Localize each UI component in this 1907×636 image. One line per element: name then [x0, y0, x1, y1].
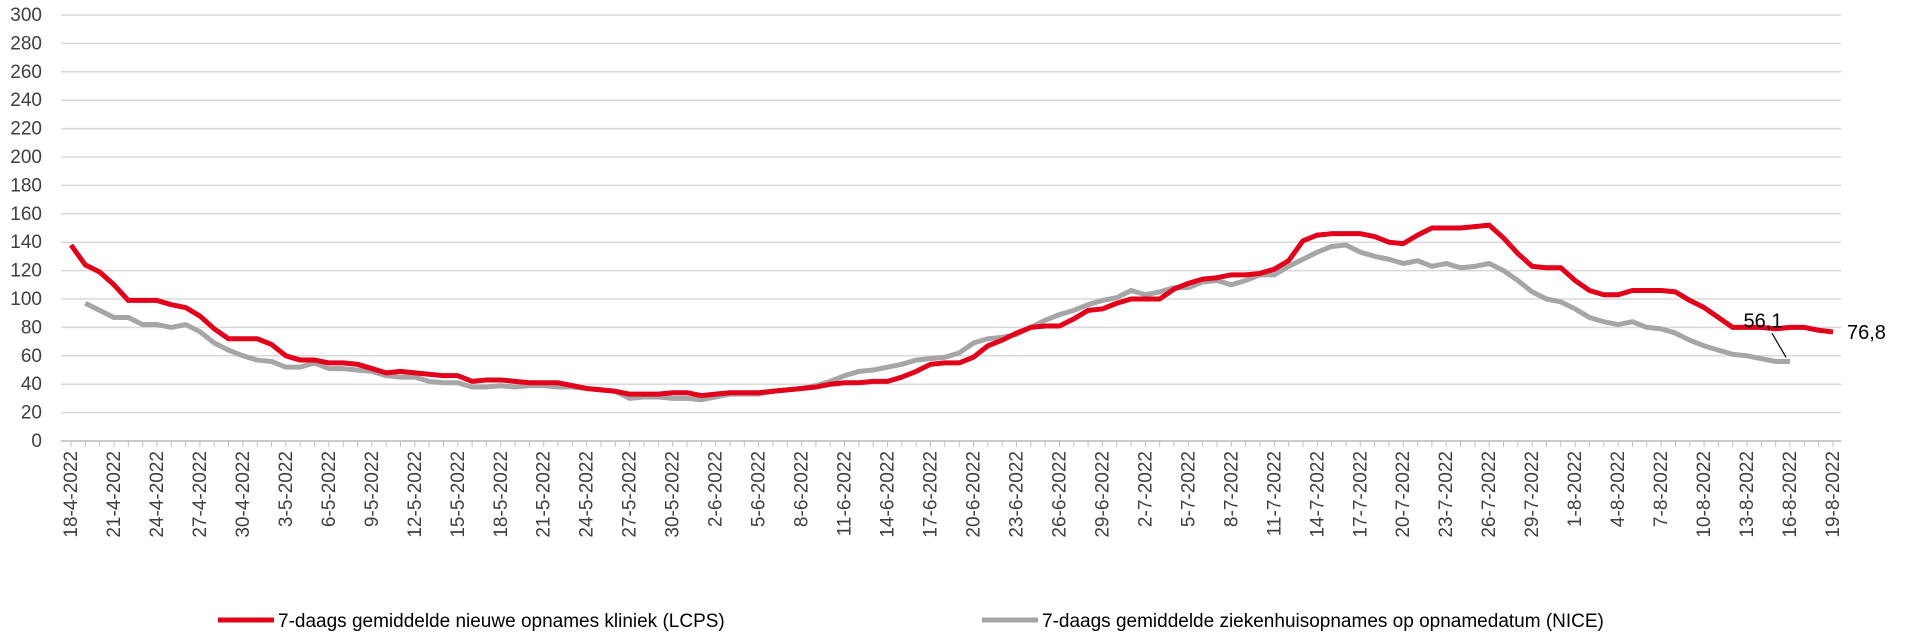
x-tick-label: 9-5-2022: [362, 451, 383, 527]
x-tick-label: 10-8-2022: [1694, 451, 1715, 538]
x-tick-label: 5-7-2022: [1178, 451, 1199, 527]
x-tick-label: 8-7-2022: [1221, 451, 1242, 527]
y-tick-label: 260: [10, 62, 42, 83]
x-tick-label: 8-6-2022: [792, 451, 813, 527]
x-tick-label: 18-4-2022: [61, 451, 82, 538]
y-tick-label: 200: [10, 147, 42, 168]
legend-label: 7-daags gemiddelde ziekenhuisopnames op …: [1042, 611, 1604, 632]
y-tick-label: 240: [10, 90, 42, 111]
y-tick-label: 220: [10, 119, 42, 140]
x-tick-label: 27-4-2022: [190, 451, 211, 538]
x-tick-label: 23-7-2022: [1436, 451, 1457, 538]
series-line: [68, 222, 1834, 399]
y-tick-label: 300: [10, 5, 42, 26]
y-tick-label: 120: [10, 261, 42, 282]
y-tick-label: 180: [10, 175, 42, 196]
x-tick-label: 19-8-2022: [1823, 451, 1844, 538]
x-tick-label: 14-7-2022: [1307, 451, 1328, 538]
x-tick-label: 21-4-2022: [104, 451, 125, 538]
x-tick-label: 30-5-2022: [663, 451, 684, 538]
x-tick-label: 15-5-2022: [448, 451, 469, 538]
x-tick-label: 6-5-2022: [319, 451, 340, 527]
x-tick-label: 11-7-2022: [1264, 451, 1285, 536]
x-tick-label: 17-7-2022: [1350, 451, 1371, 538]
y-tick-label: 280: [10, 33, 42, 54]
x-tick-label: 23-6-2022: [1006, 451, 1027, 538]
y-tick-label: 40: [21, 374, 42, 395]
x-tick-label: 11-6-2022: [835, 451, 856, 536]
y-tick-label: 80: [21, 317, 42, 338]
y-tick-label: 20: [21, 403, 42, 424]
y-tick-label: 0: [31, 431, 42, 452]
x-tick-label: 18-5-2022: [491, 451, 512, 538]
x-tick-label: 20-7-2022: [1393, 451, 1414, 538]
x-tick-label: 27-5-2022: [620, 451, 641, 538]
legend-label: 7-daags gemiddelde nieuwe opnames klinie…: [278, 611, 725, 632]
x-tick-label: 2-6-2022: [706, 451, 727, 527]
x-tick-label: 5-6-2022: [749, 451, 770, 527]
y-tick-label: 100: [10, 289, 42, 310]
x-tick-label: 24-4-2022: [147, 451, 168, 538]
x-tick-label: 13-8-2022: [1737, 451, 1758, 538]
x-tick-label: 26-6-2022: [1049, 451, 1070, 538]
x-tick-label: 29-7-2022: [1522, 451, 1543, 538]
x-tick-label: 20-6-2022: [963, 451, 984, 538]
y-tick-label: 60: [21, 346, 42, 367]
y-tick-label: 140: [10, 232, 42, 253]
series-line: [84, 242, 1791, 403]
value-label: 56,1: [1744, 310, 1783, 332]
x-tick-label: 14-6-2022: [878, 451, 899, 538]
x-tick-label: 3-5-2022: [276, 451, 297, 527]
value-label: 76,8: [1847, 322, 1886, 344]
x-tick-label: 26-7-2022: [1479, 451, 1500, 538]
x-tick-label: 29-6-2022: [1092, 451, 1113, 538]
leader-line: [1771, 333, 1787, 358]
x-tick-label: 16-8-2022: [1780, 451, 1801, 538]
x-tick-label: 12-5-2022: [405, 451, 426, 538]
x-tick-label: 17-6-2022: [921, 451, 942, 538]
x-tick-label: 24-5-2022: [577, 451, 598, 538]
x-tick-label: 1-8-2022: [1565, 451, 1586, 527]
x-tick-label: 2-7-2022: [1135, 451, 1156, 527]
y-tick-label: 160: [10, 204, 42, 225]
x-tick-label: 4-8-2022: [1608, 451, 1629, 527]
x-tick-label: 7-8-2022: [1651, 451, 1672, 527]
x-tick-label: 21-5-2022: [534, 451, 555, 538]
x-tick-label: 30-4-2022: [233, 451, 254, 538]
